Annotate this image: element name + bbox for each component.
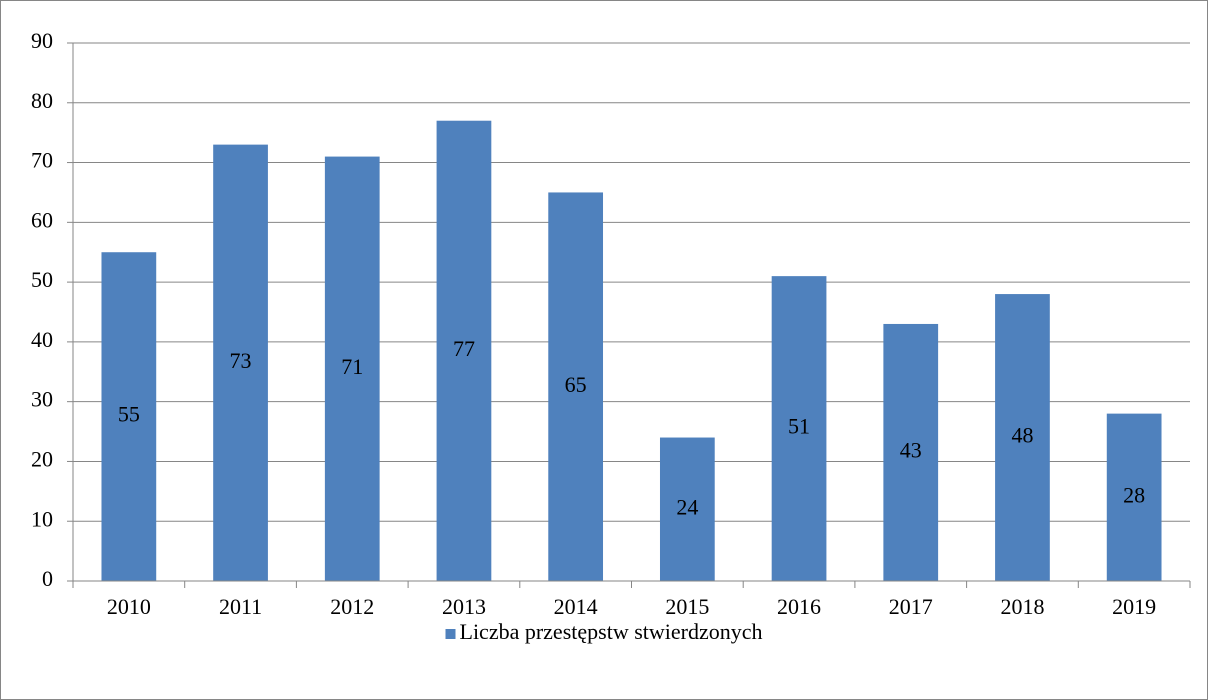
data-label: 48 bbox=[1011, 423, 1033, 448]
y-tick-label: 80 bbox=[31, 88, 53, 113]
x-tick-label: 2011 bbox=[219, 594, 262, 619]
y-tick-label: 10 bbox=[31, 506, 53, 531]
data-label: 73 bbox=[230, 348, 252, 373]
y-tick-label: 90 bbox=[31, 28, 53, 53]
y-tick-label: 50 bbox=[31, 267, 53, 292]
data-label: 43 bbox=[900, 438, 922, 463]
x-tick-label: 2012 bbox=[330, 594, 374, 619]
data-label: 51 bbox=[788, 414, 810, 439]
bar bbox=[101, 252, 157, 581]
x-tick-label: 2010 bbox=[107, 594, 151, 619]
bar bbox=[213, 144, 268, 581]
x-tick-label: 2015 bbox=[665, 594, 709, 619]
bar bbox=[1106, 413, 1162, 581]
bar bbox=[771, 276, 827, 581]
x-tick-label: 2019 bbox=[1112, 594, 1156, 619]
bar bbox=[883, 323, 939, 581]
y-tick-label: 30 bbox=[31, 387, 53, 412]
y-tick-label: 40 bbox=[31, 327, 53, 352]
x-tick-label: 2013 bbox=[442, 594, 486, 619]
data-label: 24 bbox=[676, 494, 698, 519]
bar bbox=[548, 192, 604, 581]
bar bbox=[436, 120, 492, 581]
bar bbox=[659, 437, 715, 581]
x-tick-label: 2017 bbox=[889, 594, 933, 619]
bar bbox=[324, 156, 380, 582]
legend-swatch bbox=[445, 629, 456, 639]
y-tick-label: 60 bbox=[31, 207, 53, 232]
data-label: 77 bbox=[453, 336, 475, 361]
data-label: 65 bbox=[565, 372, 587, 397]
x-tick-label: 2016 bbox=[777, 594, 821, 619]
data-label: 28 bbox=[1123, 482, 1145, 507]
y-tick-label: 0 bbox=[42, 566, 53, 591]
y-tick-label: 70 bbox=[31, 148, 53, 173]
bar bbox=[995, 294, 1050, 581]
data-label: 71 bbox=[341, 354, 363, 379]
legend-label: Liczba przestępstw stwierdzonych bbox=[460, 619, 763, 644]
y-tick-label: 20 bbox=[31, 446, 53, 471]
x-tick-label: 2018 bbox=[1000, 594, 1044, 619]
data-label: 55 bbox=[118, 402, 140, 427]
x-tick-label: 2014 bbox=[554, 594, 598, 619]
